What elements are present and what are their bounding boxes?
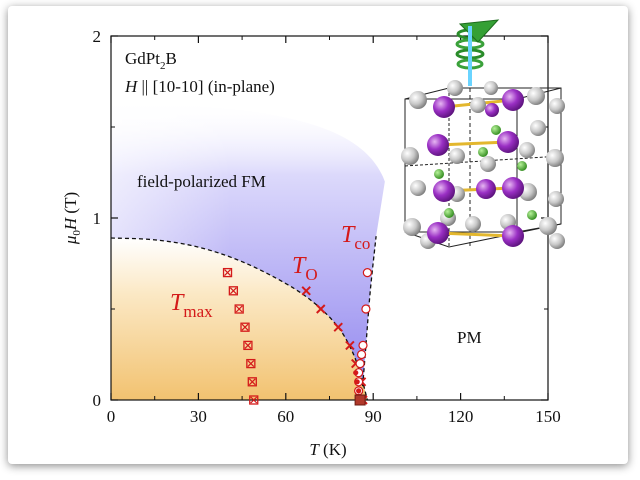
y-tick-label: 1: [93, 209, 102, 228]
spin-helix-icon: [455, 19, 500, 86]
t-co-point: [361, 304, 371, 314]
crystal-structure-icon: [401, 19, 565, 249]
tco-label: Tco: [341, 222, 370, 253]
t-co-point: [362, 268, 372, 278]
compound-label: GdPt2B: [125, 49, 177, 72]
t-max-point: [234, 304, 244, 314]
t-max-point: [228, 286, 239, 296]
axis-tick-labels: 0 30 60 90 120 150 0 1 2: [93, 27, 561, 426]
fpfm-label: field-polarized FM: [137, 172, 266, 191]
pm-label: PM: [457, 328, 482, 347]
t-max-point: [249, 395, 259, 405]
data-markers: [222, 267, 372, 406]
x-tick-label: 0: [107, 407, 116, 426]
x-tick-label: 30: [190, 407, 207, 426]
t-max-point: [247, 377, 257, 387]
x-tick-label: 120: [448, 407, 474, 426]
x-tick-label: 150: [535, 407, 561, 426]
t-max-point: [222, 267, 233, 278]
t-co-point: [356, 349, 367, 360]
t-max-point: [243, 340, 253, 351]
crossover-curve: [360, 236, 377, 401]
y-tick-label: 0: [93, 391, 102, 410]
y-axis-label: μ0H (T): [61, 192, 83, 245]
t-max-point: [246, 358, 256, 369]
phase-diagram-chart: 0 30 60 90 120 150 0 1 2 T (K) μ0H (T) GdPt2B H …: [61, 19, 565, 459]
zero-field-point: [354, 394, 366, 406]
t-co-point: [358, 340, 368, 350]
ferromagnetic-region: [111, 238, 368, 400]
transition-point: [356, 388, 362, 394]
transition-point: [353, 370, 359, 376]
transition-point: [354, 379, 360, 385]
t-o-point: [345, 340, 355, 351]
x-axis-label: T (K): [309, 440, 346, 459]
to-label: TO: [292, 253, 318, 284]
field-direction-label: H || [10-10] (in-plane): [124, 77, 275, 96]
t-max-point: [240, 322, 250, 332]
x-tick-label: 60: [277, 407, 294, 426]
t-o-point: [316, 304, 326, 314]
figure-card: 0 30 60 90 120 150 0 1 2 T (K) μ0H (T) GdPt2B H …: [8, 6, 628, 464]
y-tick-label: 2: [93, 27, 102, 46]
tmax-label: Tmax: [170, 290, 213, 321]
axis-ticks: [110, 35, 549, 401]
t-o-point: [301, 286, 311, 296]
x-tick-label: 90: [365, 407, 382, 426]
phase-regions: [111, 36, 385, 400]
t-o-point: [333, 322, 343, 332]
t-co-point: [355, 359, 365, 369]
